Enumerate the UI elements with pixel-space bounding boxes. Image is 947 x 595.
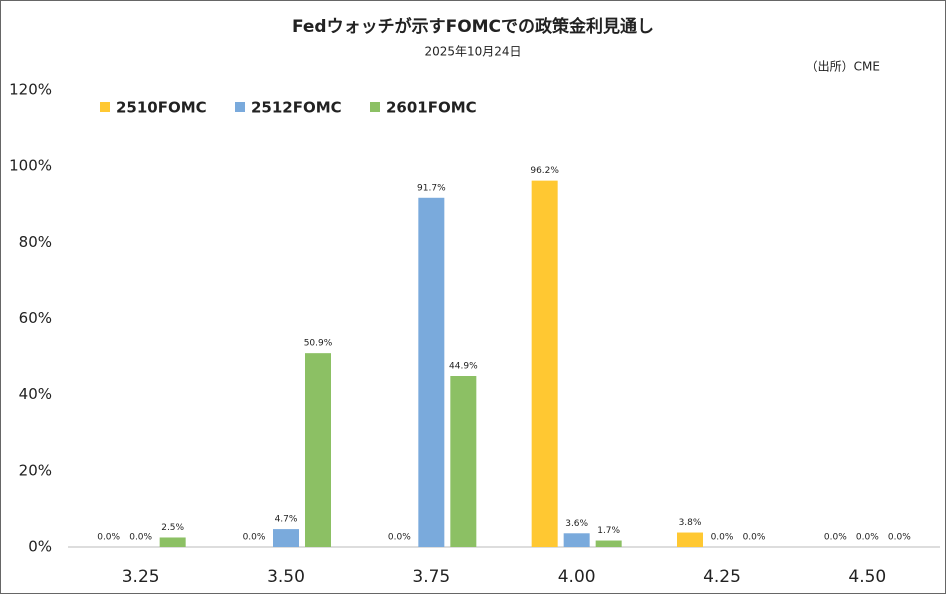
legend-swatch — [235, 102, 245, 112]
y-tick-label: 0% — [28, 538, 52, 556]
y-tick-label: 80% — [19, 233, 52, 251]
source-note: （出所）CME — [806, 60, 880, 74]
x-tick-label: 3.25 — [122, 567, 160, 587]
bar — [273, 529, 299, 547]
value-label: 3.6% — [565, 519, 588, 529]
value-label: 2.5% — [161, 523, 184, 533]
chart-title: Fedウォッチが示すFOMCでの政策金利見通し — [292, 16, 654, 37]
value-label: 4.7% — [275, 515, 298, 525]
bar — [563, 533, 590, 547]
chart-subtitle: 2025年10月24日 — [424, 45, 521, 59]
bar — [677, 532, 703, 547]
value-label: 0.0% — [824, 533, 847, 543]
legend-swatch — [100, 102, 110, 112]
x-tick-label: 3.75 — [412, 567, 450, 587]
bar — [159, 537, 186, 547]
bar — [305, 353, 331, 547]
value-label: 0.0% — [129, 533, 152, 543]
y-tick-label: 40% — [19, 385, 52, 403]
value-label: 96.2% — [530, 166, 559, 176]
value-label: 0.0% — [243, 533, 266, 543]
x-tick-label: 4.00 — [558, 567, 596, 587]
x-tick-label: 4.25 — [703, 567, 741, 587]
x-tick-label: 4.50 — [848, 567, 886, 587]
value-label: 0.0% — [711, 533, 734, 543]
bar — [531, 180, 558, 547]
legend-label: 2601FOMC — [386, 99, 477, 117]
value-label: 0.0% — [388, 533, 411, 543]
legend-label: 2512FOMC — [251, 99, 342, 117]
y-tick-label: 60% — [19, 309, 52, 327]
x-tick-label: 3.50 — [267, 567, 305, 587]
value-label: 0.0% — [743, 533, 766, 543]
value-label: 44.9% — [449, 362, 478, 372]
y-tick-label: 100% — [9, 157, 52, 175]
value-label: 50.9% — [304, 339, 333, 349]
value-label: 3.8% — [679, 518, 702, 528]
bar — [595, 540, 622, 547]
bar — [418, 197, 445, 548]
legend-swatch — [370, 102, 380, 112]
value-label: 0.0% — [888, 533, 911, 543]
value-label: 91.7% — [417, 183, 446, 193]
legend-label: 2510FOMC — [116, 99, 207, 117]
value-label: 0.0% — [856, 533, 879, 543]
value-label: 1.7% — [597, 526, 620, 536]
y-tick-label: 20% — [19, 461, 52, 479]
y-tick-label: 120% — [9, 81, 52, 99]
bar — [450, 376, 477, 547]
value-label: 0.0% — [97, 533, 120, 543]
